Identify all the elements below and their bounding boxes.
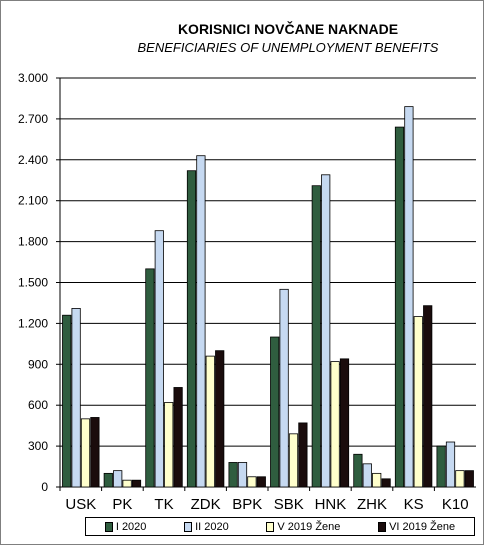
bar xyxy=(464,470,474,488)
bar xyxy=(122,479,132,488)
y-tick-label: 1.800 xyxy=(18,235,48,249)
bar xyxy=(228,462,238,488)
bar xyxy=(404,106,414,488)
chart-subtitle: BENEFICIARIES OF UNEMPLOYMENT BENEFITS xyxy=(137,40,439,55)
bar xyxy=(394,126,405,488)
bar xyxy=(80,418,91,488)
bar xyxy=(372,472,382,488)
bar xyxy=(445,441,456,488)
x-tick-label: USK xyxy=(65,496,96,513)
bar xyxy=(321,174,331,488)
bar xyxy=(256,476,266,488)
y-tick-label: 3.000 xyxy=(18,71,48,85)
bar xyxy=(215,350,225,488)
legend-label: I 2020 xyxy=(115,520,147,533)
bar xyxy=(362,463,372,488)
bar xyxy=(164,402,174,488)
y-tick-label: 0 xyxy=(41,480,48,494)
y-tick-label: 1.500 xyxy=(18,276,48,290)
bar xyxy=(353,453,363,488)
bar xyxy=(298,422,308,488)
legend-item: I 2020 xyxy=(104,520,147,533)
legend-swatch xyxy=(378,521,387,532)
bar xyxy=(237,462,248,488)
x-tick-label: PK xyxy=(112,496,132,513)
y-tick-label: 2.400 xyxy=(18,153,48,167)
legend-swatch xyxy=(184,521,193,532)
bar xyxy=(173,387,183,488)
bar xyxy=(247,476,257,488)
legend-item: VI 2019 Žene xyxy=(378,521,455,533)
bar xyxy=(455,470,465,488)
bar xyxy=(423,305,433,488)
bar xyxy=(311,185,321,488)
bar xyxy=(339,358,350,488)
bar xyxy=(288,433,299,488)
bar xyxy=(186,170,197,488)
x-tick-label: SBK xyxy=(274,496,304,513)
chart-legend: I 2020 II 2020 V 2019 Žene VI 2019 Žene xyxy=(85,517,475,536)
x-tick-label: ZDK xyxy=(191,496,221,513)
bar xyxy=(205,355,215,488)
y-tick-label: 900 xyxy=(28,357,48,371)
x-tick-label: KS xyxy=(404,496,424,513)
x-tick-label: TK xyxy=(154,496,173,513)
y-tick-label: 600 xyxy=(28,398,48,412)
chart-title: KORISNICI NOVČANE NAKNADE xyxy=(177,21,399,37)
bar xyxy=(196,155,206,488)
bar xyxy=(381,478,391,488)
bar xyxy=(154,230,164,488)
bar xyxy=(145,268,155,488)
legend-swatch xyxy=(104,521,113,532)
legend-label: V 2019 Žene xyxy=(277,520,341,533)
y-tick-label: 1.200 xyxy=(18,316,48,330)
y-tick-label: 300 xyxy=(28,439,48,453)
y-tick-label: 2.100 xyxy=(18,194,48,208)
bar xyxy=(71,308,81,488)
legend-item: II 2020 xyxy=(184,521,229,533)
bar xyxy=(330,361,340,488)
legend-item: V 2019 Žene xyxy=(266,521,340,533)
bar xyxy=(103,472,113,488)
x-tick-label: HNK xyxy=(315,496,347,513)
legend-swatch xyxy=(266,521,275,532)
bar xyxy=(62,314,72,488)
legend-label: II 2020 xyxy=(195,520,229,533)
bar xyxy=(90,417,100,488)
x-tick-label: K10 xyxy=(442,496,469,513)
x-tick-label: BPK xyxy=(232,496,262,513)
bar xyxy=(413,316,423,488)
x-tick-label: ZHK xyxy=(357,496,387,513)
legend-label: VI 2019 Žene xyxy=(389,520,456,533)
bar xyxy=(131,479,142,488)
y-tick-label: 2.700 xyxy=(18,112,48,126)
bar xyxy=(279,288,289,488)
bar xyxy=(270,336,280,488)
bar xyxy=(113,470,123,488)
bar xyxy=(436,445,446,488)
